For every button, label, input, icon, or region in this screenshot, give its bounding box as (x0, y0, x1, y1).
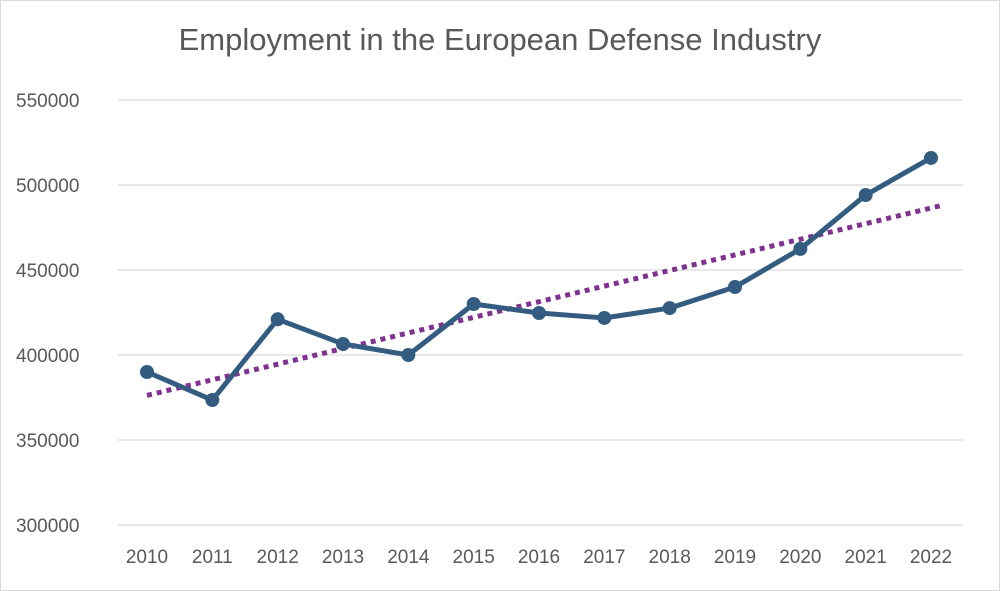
y-tick-label: 300000 (16, 516, 79, 537)
data-point-2015 (466, 297, 481, 311)
x-tick-label: 2016 (518, 547, 560, 568)
y-tick-label: 350000 (16, 431, 79, 452)
x-tick-label: 2018 (649, 547, 691, 568)
y-tick-label: 450000 (16, 261, 79, 282)
x-tick-label: 2011 (192, 547, 233, 568)
series-line (146, 155, 933, 403)
y-tick-label: 550000 (16, 91, 79, 112)
trendline (146, 203, 942, 398)
data-point-2017 (597, 310, 612, 325)
x-tick-label: 2014 (387, 547, 430, 568)
x-tick-label: 2021 (845, 547, 887, 568)
data-point-2016 (532, 306, 546, 321)
data-point-2014 (401, 348, 416, 362)
chart-title: Employment in the European Defense Indus… (178, 22, 822, 57)
data-point-2013 (336, 336, 350, 351)
data-point-2019 (728, 280, 742, 294)
x-tick-label: 2019 (714, 547, 756, 568)
y-tick-label: 400000 (16, 346, 79, 367)
x-tick-label: 2022 (910, 547, 952, 568)
data-point-2021 (858, 188, 873, 203)
data-point-2020 (793, 241, 808, 256)
y-tick-label: 500000 (16, 176, 79, 197)
data-point-2012 (270, 312, 285, 327)
x-tick-label: 2017 (583, 547, 625, 568)
data-point-2010 (140, 365, 154, 379)
x-tick-label: 2013 (322, 547, 364, 568)
data-point-2018 (662, 301, 677, 316)
x-tick-label: 2010 (126, 547, 168, 568)
x-tick-label: 2012 (257, 547, 299, 568)
x-tick-label: 2020 (779, 547, 821, 568)
data-point-2022 (924, 150, 938, 165)
data-point-2011 (205, 393, 220, 408)
x-tick-label: 2015 (453, 547, 495, 568)
